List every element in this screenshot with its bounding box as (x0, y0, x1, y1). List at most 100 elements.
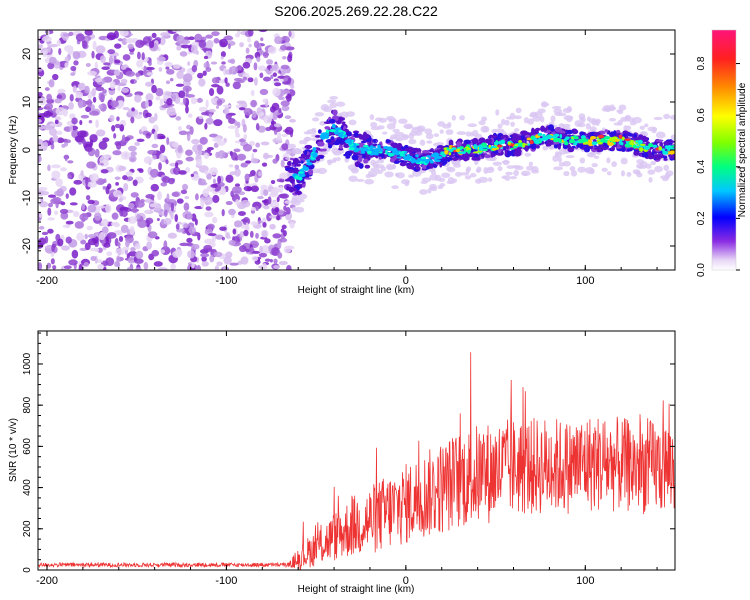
noise-blob (250, 89, 255, 97)
noise-blob (168, 177, 175, 185)
noise-blob (221, 61, 226, 65)
core-blob (383, 146, 389, 150)
noise-blob (213, 38, 220, 44)
noise-blob (241, 218, 249, 223)
core-blob (590, 135, 597, 140)
noise-blob (287, 54, 293, 63)
noise-blob (101, 226, 109, 234)
noise-blob (164, 61, 173, 67)
core-blob (360, 150, 366, 154)
noise-blob (130, 151, 137, 157)
halo-blob (647, 126, 658, 132)
noise-blob (257, 195, 264, 200)
noise-blob (61, 143, 66, 148)
noise-blob (169, 77, 174, 82)
noise-blob (201, 111, 209, 116)
ridge-blob (385, 139, 391, 144)
core-blob (363, 148, 369, 151)
spectrogram-marks (38, 30, 675, 270)
noise-blob (237, 211, 246, 217)
noise-blob (65, 236, 72, 244)
core-blob (329, 128, 336, 133)
core-blob (652, 144, 658, 148)
colorbar-tick-label: 0.4 (696, 159, 707, 173)
halo-blob (491, 128, 497, 134)
noise-blob (91, 50, 95, 59)
noise-blob (150, 183, 160, 192)
noise-blob (227, 43, 231, 50)
core-blob (529, 140, 534, 145)
ridge-blob (393, 159, 400, 164)
noise-blob (240, 256, 249, 265)
halo-blob (497, 166, 503, 172)
noise-blob (250, 206, 257, 211)
halo-blob (557, 156, 562, 163)
noise-blob (182, 73, 193, 83)
ridge-blob (358, 163, 364, 169)
noise-blob (245, 248, 250, 253)
noise-blob (158, 162, 162, 171)
noise-blob (250, 185, 259, 193)
halo-blob (531, 165, 539, 172)
noise-blob (243, 133, 248, 141)
halo-blob (509, 112, 516, 120)
noise-blob (57, 238, 64, 247)
core-blob (298, 171, 304, 174)
core-blob (481, 142, 487, 147)
noise-blob (217, 175, 221, 184)
ridge-blob (372, 139, 376, 143)
noise-blob (83, 262, 89, 267)
halo-blob (314, 112, 325, 117)
halo-blob (501, 118, 506, 126)
noise-blob (127, 216, 138, 224)
noise-blob (155, 87, 164, 97)
noise-blob (206, 146, 214, 151)
ridge-blob (663, 158, 668, 161)
noise-blob (183, 36, 190, 41)
halo-blob (419, 189, 428, 195)
noise-blob (268, 215, 278, 219)
halo-blob (419, 139, 426, 146)
noise-blob (48, 128, 57, 136)
noise-blob (267, 196, 272, 205)
ridge-blob (398, 160, 406, 163)
noise-blob (270, 179, 276, 185)
core-blob (415, 154, 419, 158)
noise-blob (76, 232, 85, 242)
noise-blob (277, 132, 282, 140)
ridge-blob (491, 153, 496, 157)
noise-blob (171, 30, 182, 33)
halo-blob (417, 126, 425, 133)
noise-blob (256, 56, 261, 63)
core-blob (607, 141, 614, 146)
noise-blob (223, 35, 234, 41)
noise-blob (236, 121, 241, 129)
noise-blob (38, 107, 44, 111)
noise-blob (228, 164, 234, 168)
noise-blob (160, 249, 166, 254)
noise-blob (185, 156, 194, 162)
noise-blob (165, 80, 171, 85)
noise-blob (204, 211, 214, 218)
noise-blob (132, 179, 138, 187)
noise-blob (198, 115, 204, 119)
noise-blob (205, 117, 214, 125)
noise-blob (44, 235, 49, 244)
noise-blob (131, 207, 138, 214)
noise-blob (136, 138, 145, 142)
noise-blob (189, 126, 194, 135)
noise-blob (279, 44, 287, 51)
noise-blob (290, 84, 295, 89)
ridge-blob (480, 154, 485, 158)
noise-blob (236, 100, 247, 105)
noise-blob (190, 173, 195, 177)
noise-blob (205, 206, 212, 211)
noise-blob (229, 262, 239, 266)
halo-blob (565, 155, 575, 159)
noise-blob (68, 101, 74, 110)
noise-blob (127, 267, 133, 270)
noise-blob (278, 209, 284, 216)
ridge-blob (289, 177, 295, 184)
noise-blob (75, 33, 85, 42)
noise-blob (103, 62, 111, 66)
